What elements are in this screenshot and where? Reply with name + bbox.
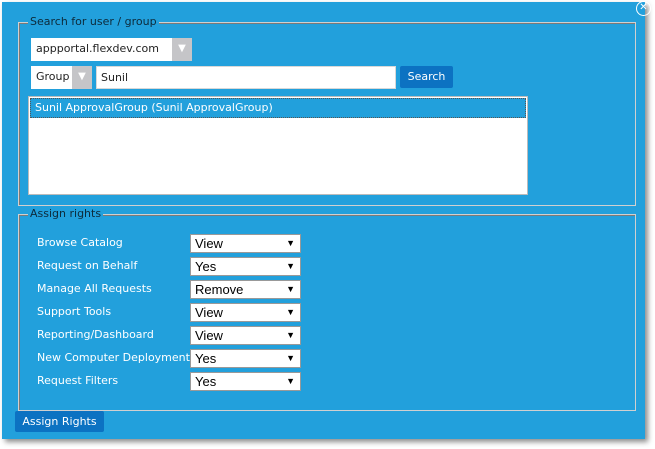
rights-fieldset: Assign rights bbox=[18, 207, 636, 411]
right-value: View bbox=[195, 328, 223, 343]
rights-legend: Assign rights bbox=[28, 207, 104, 221]
close-icon[interactable]: ✕ bbox=[636, 1, 651, 16]
dropdown-arrow-icon: ▼ bbox=[286, 261, 295, 271]
right-value: View bbox=[195, 236, 223, 251]
search-button[interactable]: Search bbox=[400, 66, 453, 88]
type-select[interactable]: Group ▼ bbox=[31, 66, 92, 89]
right-label: Support Tools bbox=[37, 305, 112, 318]
right-select[interactable]: Remove ▼ bbox=[190, 280, 301, 299]
right-value: Yes bbox=[195, 374, 217, 389]
right-select[interactable]: View ▼ bbox=[190, 326, 301, 345]
right-value: Yes bbox=[195, 259, 217, 274]
right-value: View bbox=[195, 305, 223, 320]
type-value: Group bbox=[36, 70, 70, 83]
right-label: Manage All Requests bbox=[37, 282, 152, 295]
right-select[interactable]: Yes ▼ bbox=[190, 349, 301, 368]
dropdown-arrow-icon: ▼ bbox=[286, 307, 295, 317]
assign-rights-button[interactable]: Assign Rights bbox=[15, 411, 104, 432]
right-select[interactable]: Yes ▼ bbox=[190, 372, 301, 391]
assign-rights-dialog: ✕ Search for user / group appportal.flex… bbox=[2, 1, 651, 439]
chevron-down-icon: ▼ bbox=[172, 38, 192, 61]
right-label: New Computer Deployment bbox=[37, 351, 190, 364]
domain-select[interactable]: appportal.flexdev.com ▼ bbox=[31, 38, 192, 61]
search-input[interactable]: Sunil bbox=[96, 66, 396, 89]
search-legend: Search for user / group bbox=[28, 15, 159, 29]
right-select[interactable]: View ▼ bbox=[190, 234, 301, 253]
results-list: Sunil ApprovalGroup (Sunil ApprovalGroup… bbox=[28, 96, 528, 195]
right-select[interactable]: View ▼ bbox=[190, 303, 301, 322]
dropdown-arrow-icon: ▼ bbox=[286, 330, 295, 340]
domain-value: appportal.flexdev.com bbox=[36, 42, 159, 55]
dropdown-arrow-icon: ▼ bbox=[286, 376, 295, 386]
right-label: Browse Catalog bbox=[37, 236, 123, 249]
chevron-down-icon: ▼ bbox=[72, 66, 92, 89]
right-value: Yes bbox=[195, 351, 217, 366]
right-select[interactable]: Yes ▼ bbox=[190, 257, 301, 276]
dropdown-arrow-icon: ▼ bbox=[286, 353, 295, 363]
right-value: Remove bbox=[195, 282, 244, 297]
list-item[interactable]: Sunil ApprovalGroup (Sunil ApprovalGroup… bbox=[30, 98, 526, 118]
right-label: Request on Behalf bbox=[37, 259, 138, 272]
right-label: Request Filters bbox=[37, 374, 119, 387]
right-label: Reporting/Dashboard bbox=[37, 328, 154, 341]
dropdown-arrow-icon: ▼ bbox=[286, 238, 295, 248]
dropdown-arrow-icon: ▼ bbox=[286, 284, 295, 294]
search-fieldset: Search for user / group appportal.flexde… bbox=[18, 15, 636, 206]
